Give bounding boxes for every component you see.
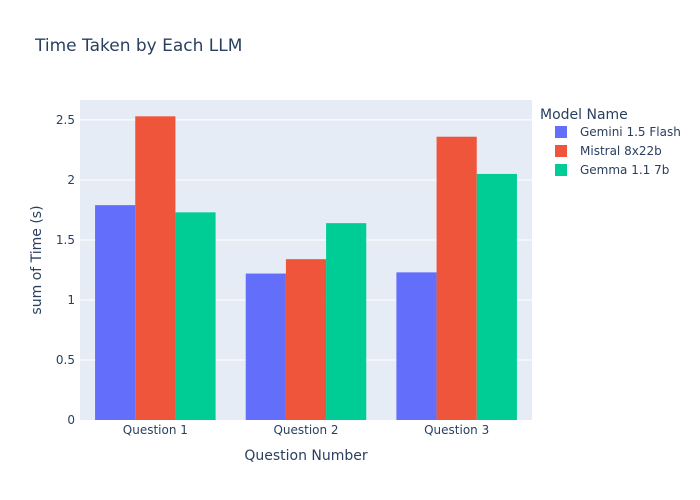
bar-mistral-8x22b-2[interactable] [285, 259, 327, 420]
x-tick-label: Question 1 [123, 423, 188, 437]
x-tick-label: Question 2 [273, 423, 338, 437]
legend-item[interactable]: Gemini 1.5 Flash [555, 125, 681, 139]
y-tick-label: 2 [67, 173, 75, 187]
y-tick-label: 0 [67, 413, 75, 427]
bar-gemini-1-5-flash-1[interactable] [95, 205, 136, 420]
legend-title: Model Name [540, 107, 628, 123]
legend-item[interactable]: Mistral 8x22b [555, 144, 662, 158]
bar-mistral-8x22b-1[interactable] [135, 116, 176, 420]
bars [95, 116, 517, 420]
y-tick-label: 1 [67, 293, 75, 307]
bar-gemini-1-5-flash-3[interactable] [396, 272, 437, 420]
legend-swatch [555, 145, 567, 157]
y-axis-ticks: 0 0.5 1 1.5 2 2.5 [56, 113, 75, 427]
legend-label: Gemini 1.5 Flash [580, 125, 681, 139]
legend-label: Mistral 8x22b [580, 144, 662, 158]
legend-label: Gemma 1.1 7b [580, 163, 669, 177]
bar-mistral-8x22b-3[interactable] [436, 136, 477, 420]
bar-gemma-1-1-7b-1[interactable] [175, 212, 216, 420]
bar-gemma-1-1-7b-3[interactable] [476, 173, 517, 420]
bar-gemma-1-1-7b-2[interactable] [326, 223, 367, 420]
x-axis-ticks: Question 1 Question 2 Question 3 [123, 423, 489, 437]
y-tick-label: 1.5 [56, 233, 75, 247]
y-tick-label: 0.5 [56, 353, 75, 367]
legend-item[interactable]: Gemma 1.1 7b [555, 163, 669, 177]
y-tick-label: 2.5 [56, 113, 75, 127]
x-tick-label: Question 3 [424, 423, 489, 437]
legend-swatch [555, 164, 567, 176]
legend: Model Name Gemini 1.5 Flash Mistral 8x22b… [540, 107, 681, 177]
x-axis-title: Question Number [244, 448, 368, 464]
bar-gemini-1-5-flash-2[interactable] [245, 273, 286, 420]
y-axis-title: sum of Time (s) [29, 205, 45, 314]
chart-title: Time Taken by Each LLM [34, 36, 242, 56]
legend-swatch [555, 126, 567, 138]
